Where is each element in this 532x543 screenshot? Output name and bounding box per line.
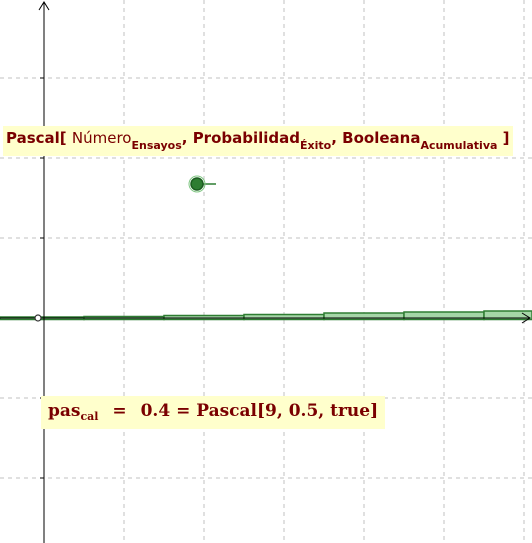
y-axis-arrow (38, 1, 50, 11)
arg3-name: Booleana (342, 129, 421, 147)
command-close-bracket: ] (502, 129, 510, 147)
slider[interactable] (188, 175, 216, 193)
equals-2: = (176, 401, 191, 421)
separator-2: , (331, 129, 337, 147)
value: 0.4 (140, 401, 171, 421)
separator-1: , (181, 129, 188, 147)
slider-handle[interactable] (190, 177, 204, 191)
variable-name: pas (48, 401, 81, 421)
value-label[interactable]: pascal = 0.4 = Pascal[9, 0.5, true] (41, 396, 386, 429)
arg1-name: Número (71, 129, 132, 147)
plot-step (483, 310, 532, 321)
arg1-subscript: Ensayos (131, 139, 182, 152)
origin-point (34, 314, 42, 322)
command-name: Pascal[ (6, 129, 67, 147)
arg2-subscript: Éxito (300, 139, 332, 152)
arg3-subscript: Acumulativa (420, 139, 498, 152)
plot-step (243, 313, 325, 321)
x-axis-arrow (521, 312, 531, 324)
variable-subscript: cal (80, 410, 99, 423)
plot-step (323, 312, 405, 321)
command-syntax-label[interactable]: Pascal[ NúmeroEnsayos, ProbabilidadÉxito… (3, 126, 513, 156)
expression: Pascal[9, 0.5, true] (196, 401, 379, 421)
arg2-name: Probabilidad (192, 129, 301, 147)
equals-1: = (112, 401, 127, 421)
slider-handle-ring (188, 175, 206, 193)
